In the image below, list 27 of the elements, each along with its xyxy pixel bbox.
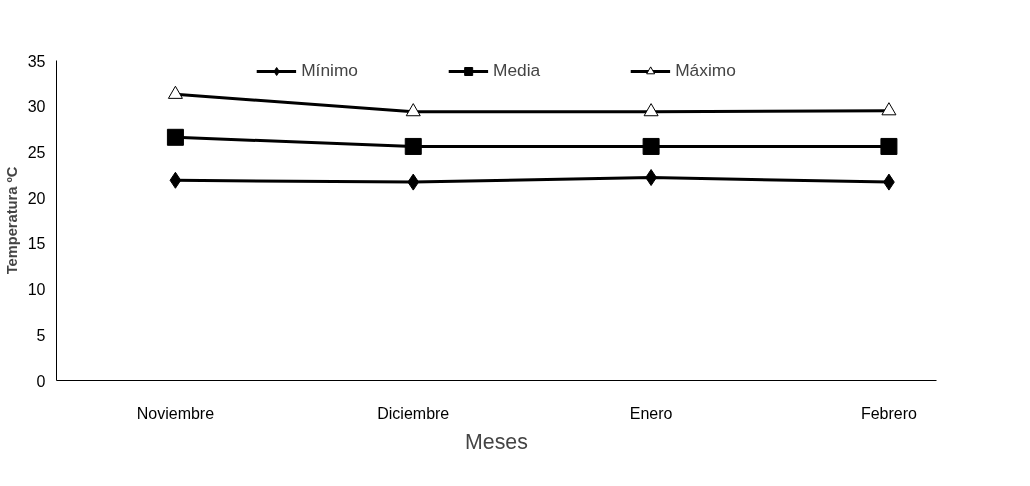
x-tick-label: Noviembre: [136, 404, 215, 422]
point: [167, 85, 183, 99]
point: [166, 128, 184, 146]
point: [407, 173, 420, 191]
y-tick-label: 15: [27, 235, 46, 253]
legend-label: Máximo: [675, 60, 736, 81]
x-tick-label: Febrero: [860, 404, 918, 422]
point: [880, 137, 898, 155]
y-tick-label: 0: [36, 372, 46, 390]
point: [642, 137, 660, 155]
x-tick-label: Diciembre: [377, 404, 450, 422]
legend-label: Media: [492, 60, 541, 81]
x-tick-label: Enero: [629, 404, 673, 422]
point: [643, 103, 659, 117]
x-axis-title: Meses: [465, 429, 528, 454]
y-tick-label: 20: [27, 189, 46, 207]
y-axis-title: Temperatura ºC: [3, 166, 20, 275]
y-tick-label: 10: [27, 281, 46, 299]
point: [881, 102, 897, 116]
point: [404, 137, 422, 155]
point: [169, 171, 182, 189]
legend-label: Mínimo: [301, 60, 358, 81]
y-tick-label: 35: [27, 52, 46, 70]
y-tick-label: 25: [27, 143, 46, 161]
point: [405, 103, 421, 117]
y-tick-label: 5: [36, 326, 46, 344]
y-tick-label: 30: [27, 98, 46, 116]
